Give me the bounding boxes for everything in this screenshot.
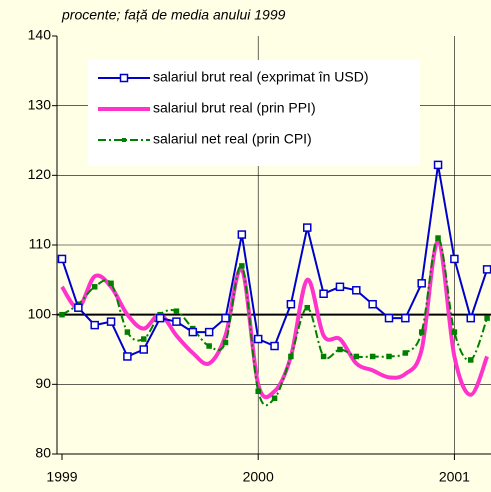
point-marker bbox=[386, 353, 392, 360]
point-marker bbox=[270, 341, 279, 351]
point-marker bbox=[188, 327, 198, 337]
point-marker bbox=[319, 289, 328, 299]
point-marker bbox=[320, 353, 327, 360]
point-marker bbox=[435, 235, 441, 241]
point-marker bbox=[402, 350, 409, 356]
point-marker bbox=[368, 299, 377, 309]
point-marker bbox=[139, 345, 148, 354]
point-marker bbox=[418, 329, 425, 335]
legend-label: salariul net real (prin CPI) bbox=[153, 131, 312, 147]
point-marker bbox=[173, 308, 180, 314]
point-marker bbox=[141, 336, 147, 342]
point-marker bbox=[352, 286, 361, 295]
point-marker bbox=[222, 339, 229, 346]
point-marker bbox=[108, 280, 114, 287]
y-tick-label: 80 bbox=[35, 445, 51, 461]
point-marker bbox=[337, 346, 343, 353]
point-marker bbox=[466, 313, 475, 323]
point-marker bbox=[124, 329, 131, 335]
y-tick-label: 90 bbox=[35, 375, 51, 391]
point-marker bbox=[335, 282, 345, 292]
point-marker bbox=[304, 304, 310, 311]
point-marker bbox=[253, 334, 263, 344]
y-tick-label: 130 bbox=[28, 96, 52, 112]
point-marker bbox=[482, 265, 491, 274]
point-marker bbox=[172, 317, 181, 326]
point-marker bbox=[468, 357, 474, 363]
legend-marker bbox=[119, 73, 129, 83]
point-marker bbox=[353, 353, 360, 360]
point-marker bbox=[417, 279, 426, 288]
y-tick-label: 110 bbox=[29, 236, 52, 252]
y-tick-label: 140 bbox=[28, 27, 52, 43]
x-tick-label: 2001 bbox=[439, 469, 470, 485]
point-marker bbox=[90, 320, 99, 330]
x-tick-label: 1999 bbox=[46, 469, 77, 485]
legend-label: salariul brut real (exprimat în USD) bbox=[153, 69, 369, 85]
point-marker bbox=[288, 353, 294, 360]
point-marker bbox=[206, 343, 212, 349]
point-marker bbox=[369, 353, 376, 360]
y-tick-label: 120 bbox=[28, 166, 52, 182]
point-marker bbox=[221, 313, 230, 323]
chart-subtitle: procente; față de media anului 1999 bbox=[61, 7, 286, 23]
point-marker bbox=[451, 329, 458, 335]
point-marker bbox=[384, 313, 394, 323]
point-marker bbox=[401, 313, 410, 323]
point-marker bbox=[91, 284, 98, 290]
point-marker bbox=[123, 352, 132, 361]
point-marker bbox=[239, 263, 245, 269]
point-marker bbox=[271, 395, 278, 402]
point-marker bbox=[74, 303, 83, 312]
point-marker bbox=[450, 254, 459, 264]
point-marker bbox=[59, 311, 65, 318]
legend-label: salariul brut real (prin PPI) bbox=[153, 100, 316, 116]
point-marker bbox=[57, 254, 67, 264]
point-marker bbox=[286, 299, 296, 309]
point-marker bbox=[255, 388, 261, 395]
point-marker bbox=[155, 313, 165, 323]
point-marker bbox=[106, 317, 116, 326]
legend-marker bbox=[122, 138, 126, 142]
series-line bbox=[60, 239, 489, 400]
y-tick-label: 100 bbox=[28, 305, 52, 321]
point-marker bbox=[204, 327, 214, 337]
point-marker bbox=[484, 315, 490, 321]
point-marker bbox=[237, 230, 247, 239]
point-marker bbox=[303, 223, 312, 232]
x-tick-label: 2000 bbox=[243, 469, 274, 485]
point-marker bbox=[433, 160, 443, 170]
